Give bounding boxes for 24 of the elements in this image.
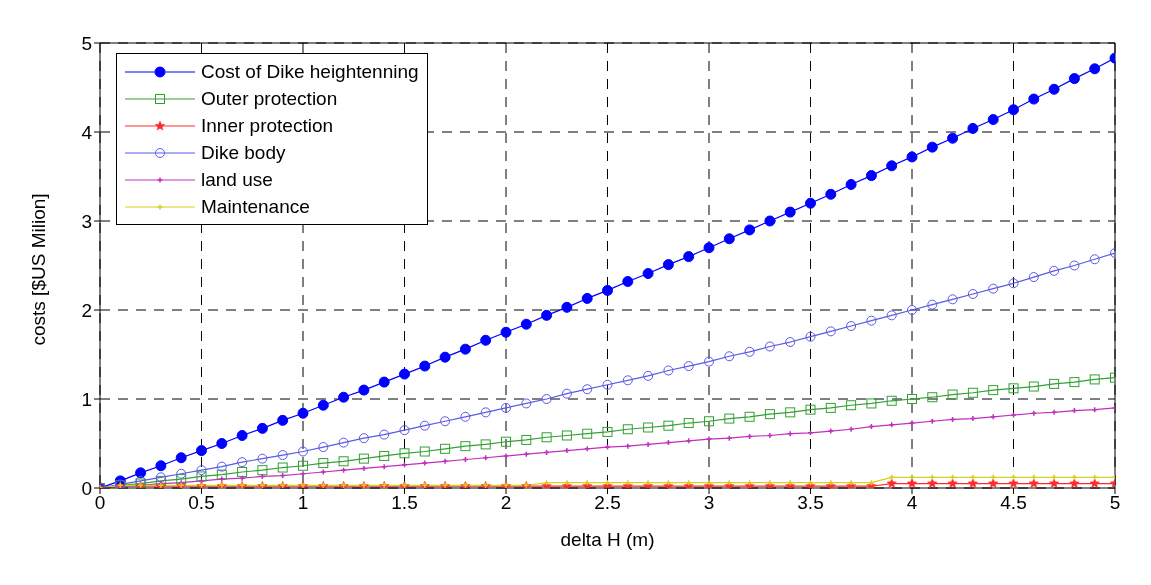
legend-label: Maintenance [201, 195, 310, 218]
x-axis-title: delta H (m) [560, 529, 655, 550]
legend-label: Dike body [201, 141, 286, 164]
x-tick-label: 3 [703, 492, 715, 514]
y-tick-label: 5 [81, 32, 92, 54]
x-tick-label: 1.5 [391, 492, 418, 514]
x-tick-label: 3.5 [797, 492, 824, 514]
legend-label: Inner protection [201, 114, 334, 137]
y-axis-title: costs [$US Milion] [27, 193, 49, 346]
legend-label: Cost of Dike heightenning [201, 60, 419, 83]
legend-label: land use [201, 168, 273, 191]
x-tick-label: 2 [500, 492, 512, 514]
x-tick-label: 0.5 [188, 492, 215, 514]
legend-label: Outer protection [201, 87, 338, 110]
y-tick-label: 3 [81, 210, 92, 232]
y-tick-label: 0 [81, 477, 92, 499]
x-tick-label: 5 [1109, 492, 1121, 514]
y-tick-label: 2 [81, 299, 92, 321]
x-tick-label: 2.5 [594, 492, 621, 514]
x-tick-label: 4 [906, 492, 918, 514]
x-tick-label: 4.5 [1000, 492, 1027, 514]
y-tick-label: 1 [81, 388, 92, 410]
y-tick-label: 4 [81, 121, 93, 143]
x-tick-label: 1 [297, 492, 309, 514]
